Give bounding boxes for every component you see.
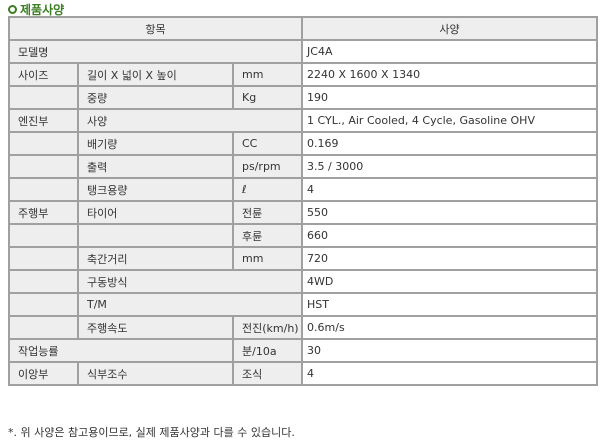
table-row: 주행부 타이어 전륜 550 bbox=[8, 200, 598, 225]
row-group: 주행부 bbox=[8, 200, 79, 225]
row-label: 타이어 bbox=[77, 200, 234, 225]
row-label: T/M bbox=[76, 292, 304, 317]
table-row: 배기량 CC 0.169 bbox=[8, 131, 598, 156]
row-unit: 조식 bbox=[231, 361, 304, 386]
row-unit: 전륜 bbox=[231, 200, 304, 225]
header-spec: 사양 bbox=[301, 16, 598, 41]
table-row: 구동방식 4WD bbox=[8, 269, 598, 294]
row-group: 엔진부 bbox=[8, 108, 79, 133]
row-label: 탱크용량 bbox=[77, 177, 234, 202]
row-label: 축간거리 bbox=[77, 246, 234, 271]
row-value: 660 bbox=[301, 223, 598, 248]
row-unit: mm bbox=[231, 62, 304, 87]
row-label: 식부조수 bbox=[77, 361, 234, 386]
section-title-text: 제품사양 bbox=[20, 3, 65, 17]
section-title: 제품사양 bbox=[8, 1, 64, 18]
row-unit: mm bbox=[231, 246, 304, 271]
row-group: 이앙부 bbox=[8, 361, 79, 386]
row-unit: 분/10a bbox=[231, 338, 304, 363]
row-value: JC4A bbox=[301, 39, 598, 64]
row-label: 배기량 bbox=[77, 131, 234, 156]
row-unit: ps/rpm bbox=[231, 154, 304, 179]
row-label: 길이 X 넓이 X 높이 bbox=[77, 62, 234, 87]
row-group bbox=[8, 85, 79, 110]
row-group bbox=[8, 154, 79, 179]
table-row: 이앙부 식부조수 조식 4 bbox=[8, 361, 598, 386]
row-value: 4 bbox=[301, 361, 598, 386]
table-row: 엔진부 사양 1 CYL., Air Cooled, 4 Cycle, Gaso… bbox=[8, 108, 598, 133]
row-group bbox=[8, 315, 79, 340]
row-group: 사이즈 bbox=[8, 62, 79, 87]
row-value: HST bbox=[301, 292, 598, 317]
row-group bbox=[8, 177, 79, 202]
row-unit: CC bbox=[231, 131, 304, 156]
row-value: 4WD bbox=[301, 269, 598, 294]
table-row: 사이즈 길이 X 넓이 X 높이 mm 2240 X 1600 X 1340 bbox=[8, 62, 598, 87]
row-label bbox=[77, 223, 234, 248]
row-label: 모델명 bbox=[7, 39, 304, 64]
table-row: 중량 Kg 190 bbox=[8, 85, 598, 110]
table-row: 주행속도 전진(km/h) 0.6m/s bbox=[8, 315, 598, 340]
row-label: 구동방식 bbox=[76, 269, 304, 294]
row-value: 0.169 bbox=[301, 131, 598, 156]
table-row: 작업능률 분/10a 30 bbox=[8, 338, 598, 363]
row-value: 190 bbox=[301, 85, 598, 110]
row-group bbox=[8, 131, 79, 156]
row-label: 중량 bbox=[77, 85, 234, 110]
row-value: 1 CYL., Air Cooled, 4 Cycle, Gasoline OH… bbox=[301, 108, 598, 133]
table-row: 축간거리 mm 720 bbox=[8, 246, 598, 271]
table-row: 출력 ps/rpm 3.5 / 3000 bbox=[8, 154, 598, 179]
table-row: 탱크용량 ℓ 4 bbox=[8, 177, 598, 202]
row-unit: ℓ bbox=[231, 177, 304, 202]
bullet-circle-icon bbox=[8, 5, 17, 14]
row-label: 출력 bbox=[77, 154, 234, 179]
row-label: 주행속도 bbox=[77, 315, 234, 340]
row-value: 3.5 / 3000 bbox=[301, 154, 598, 179]
header-item: 항목 bbox=[7, 16, 304, 41]
table-row: 후륜 660 bbox=[8, 223, 598, 248]
row-group bbox=[8, 223, 79, 248]
table-header-row: 항목 사양 bbox=[7, 16, 598, 41]
row-group bbox=[8, 246, 79, 271]
table-row: 모델명 JC4A bbox=[7, 39, 598, 64]
disclaimer-note: *. 위 사양은 참고용이므로, 실제 제품사양과 다를 수 있습니다. bbox=[8, 426, 295, 439]
row-value: 4 bbox=[301, 177, 598, 202]
row-value: 550 bbox=[301, 200, 598, 225]
table-row: T/M HST bbox=[8, 292, 598, 317]
row-group bbox=[8, 292, 79, 317]
row-unit: 전진(km/h) bbox=[231, 315, 304, 340]
row-value: 2240 X 1600 X 1340 bbox=[301, 62, 598, 87]
row-value: 720 bbox=[301, 246, 598, 271]
row-label: 작업능률 bbox=[8, 338, 234, 363]
row-unit: Kg bbox=[231, 85, 304, 110]
spec-table: 항목 사양 모델명 JC4A 사이즈 길이 X 넓이 X 높이 mm 2240 … bbox=[7, 16, 598, 386]
row-group bbox=[8, 269, 79, 294]
row-value: 0.6m/s bbox=[301, 315, 598, 340]
row-label: 사양 bbox=[76, 108, 304, 133]
row-unit: 후륜 bbox=[231, 223, 304, 248]
row-value: 30 bbox=[301, 338, 598, 363]
